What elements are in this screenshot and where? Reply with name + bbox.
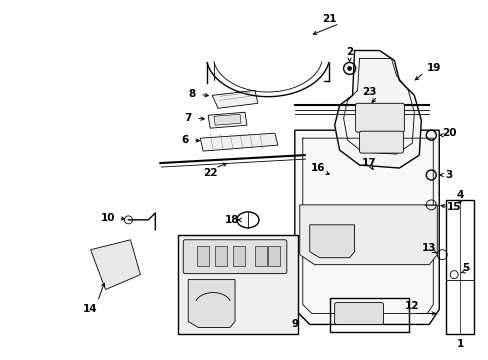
Text: 11: 11 <box>344 316 358 327</box>
Text: 8: 8 <box>188 89 195 99</box>
FancyBboxPatch shape <box>334 302 383 324</box>
Bar <box>329 298 408 332</box>
Polygon shape <box>309 225 354 258</box>
Polygon shape <box>90 240 140 289</box>
FancyBboxPatch shape <box>359 131 403 153</box>
Text: 2: 2 <box>346 48 352 58</box>
Polygon shape <box>334 50 421 168</box>
Text: 20: 20 <box>441 128 455 138</box>
Polygon shape <box>294 130 438 324</box>
Polygon shape <box>324 172 356 186</box>
Text: 19: 19 <box>426 63 441 73</box>
Text: 16: 16 <box>310 163 325 173</box>
Text: 12: 12 <box>404 301 419 311</box>
Bar <box>233 246 244 266</box>
Bar <box>254 246 266 266</box>
Circle shape <box>347 67 351 71</box>
Text: 7: 7 <box>184 113 191 123</box>
Polygon shape <box>364 167 390 181</box>
Text: 18: 18 <box>224 215 239 225</box>
Text: 5: 5 <box>462 263 469 273</box>
Polygon shape <box>214 114 241 125</box>
Polygon shape <box>369 177 380 193</box>
Text: 13: 13 <box>421 243 436 253</box>
Text: 14: 14 <box>83 305 98 315</box>
Bar <box>446 200 473 334</box>
Text: 15: 15 <box>446 202 461 212</box>
Bar <box>267 246 279 266</box>
Polygon shape <box>208 112 246 128</box>
Bar <box>446 200 473 280</box>
FancyBboxPatch shape <box>183 240 286 274</box>
Bar <box>215 246 226 266</box>
Text: 22: 22 <box>203 168 217 178</box>
Text: 1: 1 <box>456 339 463 349</box>
Polygon shape <box>299 205 436 265</box>
Text: 23: 23 <box>362 87 376 97</box>
Text: 3: 3 <box>445 170 452 180</box>
Bar <box>178 235 297 334</box>
Text: 4: 4 <box>455 190 463 200</box>
Text: 17: 17 <box>362 158 376 168</box>
FancyBboxPatch shape <box>355 103 404 132</box>
Polygon shape <box>200 133 277 151</box>
Bar <box>197 246 209 266</box>
Text: 21: 21 <box>322 14 336 24</box>
Polygon shape <box>188 280 235 328</box>
Text: 6: 6 <box>181 135 188 145</box>
Text: 9: 9 <box>291 319 298 329</box>
Text: 10: 10 <box>101 213 116 223</box>
Polygon shape <box>212 90 258 108</box>
